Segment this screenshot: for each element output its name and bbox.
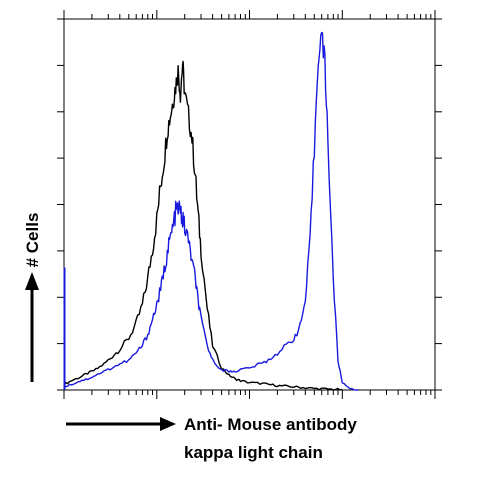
x-axis-label-line1: Anti- Mouse antibody [184, 415, 357, 434]
x-axis-arrowhead [160, 417, 176, 431]
y-axis-arrowhead [25, 272, 39, 290]
plot-frame [63, 18, 436, 391]
axis-ticks [57, 10, 442, 399]
histogram-series [63, 31, 359, 391]
antibody-histogram-line [63, 31, 359, 391]
y-axis-label: # Cells [23, 213, 42, 268]
x-axis-label-line2: kappa light chain [184, 443, 323, 462]
control-histogram-line [63, 60, 343, 391]
